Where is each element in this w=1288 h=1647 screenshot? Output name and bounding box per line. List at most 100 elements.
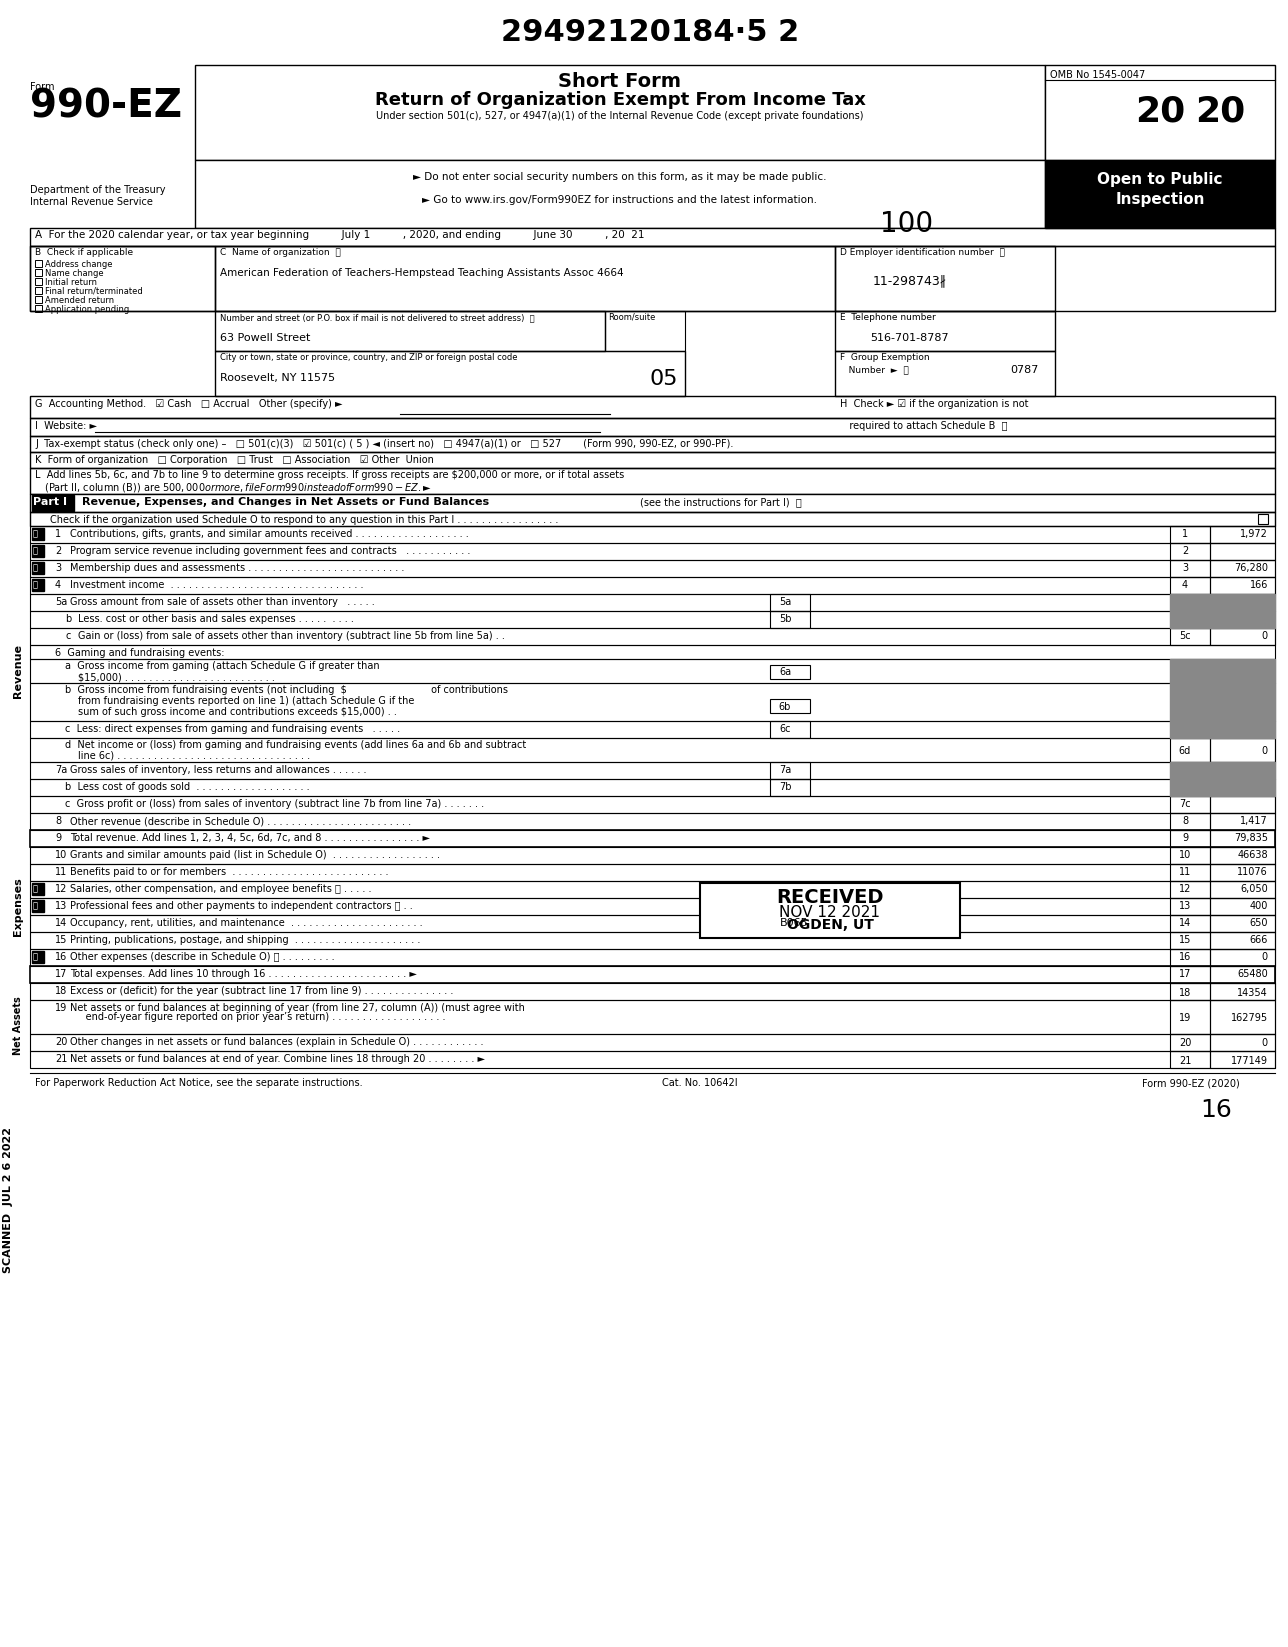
- Text: b  Gross income from fundraising events (not including  $                       : b Gross income from fundraising events (…: [64, 685, 507, 695]
- Text: 3: 3: [1182, 563, 1188, 573]
- Bar: [35, 278, 43, 285]
- Bar: [1258, 514, 1267, 524]
- Text: Total expenses. Add lines 10 through 16 . . . . . . . . . . . . . . . . . . . . : Total expenses. Add lines 10 through 16 …: [70, 968, 417, 978]
- Text: Number and street (or P.O. box if mail is not delivered to street address)  ❓: Number and street (or P.O. box if mail i…: [220, 313, 535, 323]
- Text: 17: 17: [55, 968, 67, 978]
- Bar: [1209, 1034, 1275, 1051]
- Text: Benefits paid to or for members  . . . . . . . . . . . . . . . . . . . . . . . .: Benefits paid to or for members . . . . …: [70, 866, 389, 876]
- Bar: [605, 311, 685, 351]
- Text: Printing, publications, postage, and shipping  . . . . . . . . . . . . . . . . .: Printing, publications, postage, and shi…: [70, 935, 420, 945]
- Bar: [30, 1000, 1275, 1034]
- Bar: [30, 560, 1275, 576]
- Text: Excess or (deficit) for the year (subtract line 17 from line 9) . . . . . . . . : Excess or (deficit) for the year (subtra…: [70, 987, 453, 996]
- Bar: [194, 64, 1045, 160]
- Bar: [1209, 983, 1275, 1000]
- Bar: [1170, 611, 1275, 628]
- Text: Other revenue (describe in Schedule O) . . . . . . . . . . . . . . . . . . . . .: Other revenue (describe in Schedule O) .…: [70, 815, 411, 827]
- Text: American Federation of Teachers-Hempstead Teaching Assistants Assoc 4664: American Federation of Teachers-Hempstea…: [220, 268, 623, 278]
- Text: Number  ►  ❓: Number ► ❓: [840, 366, 909, 374]
- Text: 20: 20: [1135, 96, 1185, 128]
- Text: 5a: 5a: [779, 596, 791, 608]
- Text: F  Group Exemption: F Group Exemption: [840, 352, 930, 362]
- Text: Return of Organization Exempt From Income Tax: Return of Organization Exempt From Incom…: [375, 91, 866, 109]
- Bar: [1209, 1000, 1275, 1034]
- Text: from fundraising events reported on line 1) (attach Schedule G if the: from fundraising events reported on line…: [79, 697, 415, 707]
- Bar: [1170, 814, 1209, 830]
- Text: ❓: ❓: [33, 563, 39, 572]
- Bar: [1209, 898, 1275, 916]
- Text: c: c: [64, 631, 71, 641]
- Bar: [1170, 830, 1209, 847]
- Bar: [30, 646, 1275, 659]
- Bar: [1170, 525, 1209, 544]
- Text: Less. cost or other basis and sales expenses . . . . .  . . . .: Less. cost or other basis and sales expe…: [79, 614, 354, 624]
- Bar: [35, 260, 43, 267]
- Text: ► Do not enter social security numbers on this form, as it may be made public.: ► Do not enter social security numbers o…: [413, 171, 827, 183]
- Bar: [1170, 796, 1209, 814]
- Text: 9: 9: [55, 833, 61, 843]
- Text: c  Gross profit or (loss) from sales of inventory (subtract line 7b from line 7a: c Gross profit or (loss) from sales of i…: [64, 799, 484, 809]
- Text: required to attach Schedule B  ❓: required to attach Schedule B ❓: [840, 422, 1007, 432]
- Text: Gross amount from sale of assets other than inventory   . . . . .: Gross amount from sale of assets other t…: [70, 596, 375, 608]
- Text: Salaries, other compensation, and employee benefits ❓ . . . . .: Salaries, other compensation, and employ…: [70, 884, 371, 894]
- Text: 21: 21: [1179, 1056, 1191, 1066]
- Text: 1: 1: [1182, 529, 1188, 539]
- Text: OGDEN, UT: OGDEN, UT: [787, 917, 873, 932]
- Bar: [1170, 898, 1209, 916]
- Text: 1,972: 1,972: [1240, 529, 1267, 539]
- Text: 6c: 6c: [779, 725, 791, 735]
- Text: 6b: 6b: [779, 702, 791, 712]
- Bar: [30, 659, 1275, 684]
- Text: 6d: 6d: [1179, 746, 1191, 756]
- Bar: [1209, 560, 1275, 576]
- Bar: [1170, 967, 1209, 983]
- Text: K  Form of organization   □ Corporation   □ Trust   □ Association   ☑ Other  Uni: K Form of organization □ Corporation □ T…: [35, 455, 434, 464]
- Bar: [1209, 544, 1275, 560]
- Bar: [1045, 64, 1275, 160]
- Text: (Part II, column (B)) are $500,000 or more, file Form 990 instead of Form 990-EZ: (Part II, column (B)) are $500,000 or mo…: [35, 481, 431, 494]
- Bar: [194, 160, 1045, 227]
- Bar: [30, 967, 1275, 983]
- Text: 20: 20: [1195, 96, 1245, 128]
- Text: 18: 18: [55, 987, 67, 996]
- Bar: [30, 512, 1275, 525]
- Text: Net assets or fund balances at end of year. Combine lines 18 through 20 . . . . : Net assets or fund balances at end of ye…: [70, 1054, 486, 1064]
- Text: ❓: ❓: [33, 580, 39, 590]
- Text: 0: 0: [1262, 746, 1267, 756]
- Bar: [30, 611, 1275, 628]
- Text: (see the instructions for Part I)  ❓: (see the instructions for Part I) ❓: [640, 497, 801, 507]
- Bar: [1209, 967, 1275, 983]
- Bar: [770, 763, 810, 779]
- Bar: [1209, 932, 1275, 949]
- Text: Grants and similar amounts paid (list in Schedule O)  . . . . . . . . . . . . . : Grants and similar amounts paid (list in…: [70, 850, 440, 860]
- Text: 0: 0: [1262, 631, 1267, 641]
- Text: G  Accounting Method.   ☑ Cash   □ Accrual   Other (specify) ►: G Accounting Method. ☑ Cash □ Accrual Ot…: [35, 399, 343, 408]
- Text: SCANNED  JUL 2 6 2022: SCANNED JUL 2 6 2022: [3, 1127, 13, 1273]
- Text: 166: 166: [1249, 580, 1267, 590]
- Text: b  Less cost of goods sold  . . . . . . . . . . . . . . . . . . .: b Less cost of goods sold . . . . . . . …: [64, 782, 309, 792]
- Text: 100: 100: [880, 211, 933, 239]
- Text: 12: 12: [55, 884, 67, 894]
- Text: City or town, state or province, country, and ZIP or foreign postal code: City or town, state or province, country…: [220, 352, 518, 362]
- Bar: [30, 576, 1275, 595]
- Text: ❓: ❓: [33, 901, 39, 911]
- Text: H  Check ► ☑ if the organization is not: H Check ► ☑ if the organization is not: [840, 399, 1029, 408]
- Bar: [1209, 738, 1275, 763]
- Text: For Paperwork Reduction Act Notice, see the separate instructions.: For Paperwork Reduction Act Notice, see …: [35, 1079, 363, 1089]
- Text: B  Check if applicable: B Check if applicable: [35, 249, 133, 257]
- Bar: [30, 451, 1275, 468]
- Text: 63 Powell Street: 63 Powell Street: [220, 333, 310, 343]
- Text: Initial return: Initial return: [45, 278, 97, 287]
- Bar: [30, 738, 1275, 763]
- Bar: [30, 525, 1275, 544]
- Text: ❓: ❓: [33, 884, 39, 893]
- Bar: [215, 351, 685, 395]
- Bar: [30, 468, 1275, 494]
- Text: 516-701-8787: 516-701-8787: [871, 333, 949, 343]
- Bar: [30, 779, 1275, 796]
- Bar: [1170, 684, 1275, 721]
- Text: Check if the organization used Schedule O to respond to any question in this Par: Check if the organization used Schedule …: [50, 516, 559, 525]
- Bar: [1209, 576, 1275, 595]
- Bar: [1170, 738, 1209, 763]
- Text: 162795: 162795: [1231, 1013, 1267, 1023]
